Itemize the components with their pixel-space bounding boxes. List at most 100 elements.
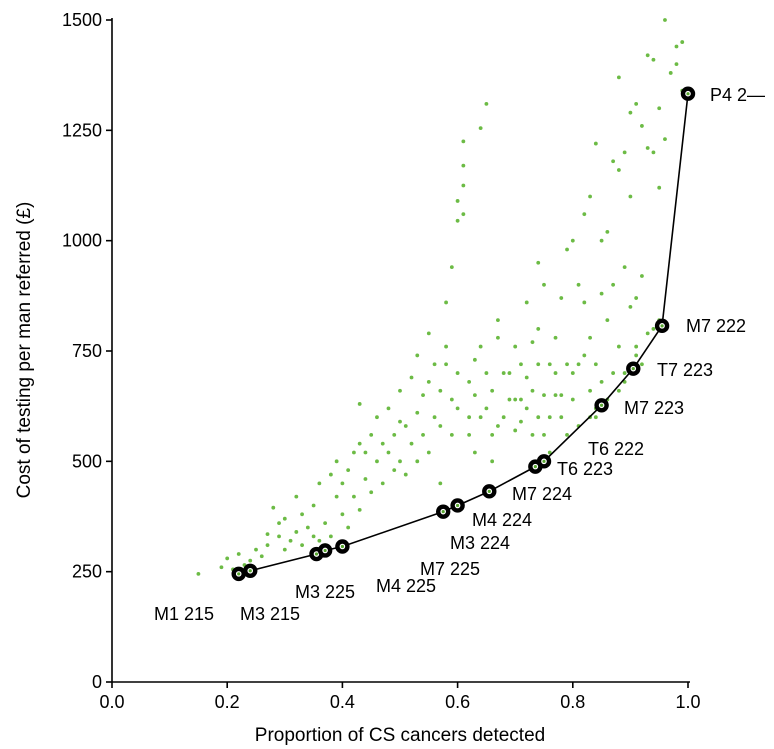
scatter-point-124 <box>536 362 541 367</box>
scatter-point-58 <box>403 424 408 428</box>
scatter-point-178 <box>645 53 650 58</box>
scatter-point-21 <box>300 512 304 517</box>
frontier-point-center-13 <box>660 324 664 328</box>
frontier-point-center-12 <box>631 367 635 371</box>
scatter-point-11 <box>265 532 270 537</box>
scatter-point-22 <box>305 525 310 530</box>
scatter-point-17 <box>288 538 293 543</box>
point-label-3: M3 225 <box>295 582 355 602</box>
scatter-point-135 <box>559 296 564 300</box>
scatter-point-162 <box>611 282 616 287</box>
scatter-point-149 <box>582 353 587 358</box>
scatter-point-165 <box>616 168 621 172</box>
scatter-point-46 <box>375 459 379 464</box>
scatter-point-50 <box>386 450 391 455</box>
scatter-point-148 <box>582 300 587 305</box>
scatter-point-82 <box>455 371 460 375</box>
scatter-point-67 <box>426 379 431 384</box>
scatter-point-116 <box>524 300 529 305</box>
scatter-point-174 <box>634 296 639 300</box>
x-tick-label-4: 0.6 <box>445 692 470 712</box>
scatter-point-59 <box>409 375 414 380</box>
scatter-point-167 <box>622 150 627 155</box>
scatter-point-86 <box>461 183 466 188</box>
point-label-4: M4 225 <box>376 576 436 596</box>
scatter-point-140 <box>565 432 569 437</box>
scatter-point-159 <box>605 229 610 234</box>
scatter-point-192 <box>640 362 644 367</box>
scatter-point-39 <box>357 441 362 446</box>
scatter-point-101 <box>490 388 495 393</box>
scatter-point-43 <box>363 477 368 481</box>
scatter-point-49 <box>380 481 385 486</box>
scatter-point-97 <box>484 101 489 106</box>
scatter-point-54 <box>398 459 402 464</box>
scatter-point-136 <box>559 393 564 398</box>
scatter-point-3 <box>225 556 230 561</box>
point-label-12: T7 223 <box>657 360 713 380</box>
point-label-5: M7 225 <box>420 559 480 579</box>
y-tick-label-6: 1250 <box>62 120 102 140</box>
scatter-point-118 <box>524 406 529 411</box>
scatter-point-15 <box>282 516 287 521</box>
scatter-point-164 <box>616 75 621 80</box>
scatter-point-106 <box>501 371 506 375</box>
point-label-11: M7 223 <box>624 398 684 418</box>
scatter-point-168 <box>622 265 627 270</box>
scatter-point-143 <box>570 397 575 402</box>
scatter-point-94 <box>478 126 483 131</box>
frontier-point-center-7 <box>456 503 460 508</box>
scatter-point-14 <box>277 534 281 539</box>
scatter-point-18 <box>294 530 299 534</box>
scatter-point-125 <box>536 415 541 420</box>
frontier-point-center-11 <box>600 403 604 407</box>
scatter-point-87 <box>461 212 466 217</box>
scatter-point-137 <box>559 415 564 420</box>
frontier-point-center-1 <box>237 572 241 576</box>
scatter-point-175 <box>634 344 639 349</box>
scatter-point-75 <box>444 344 448 349</box>
scatter-point-177 <box>640 274 644 278</box>
scatter-point-5 <box>236 552 241 556</box>
scatter-point-107 <box>501 415 506 420</box>
x-tick-label-5: 0.8 <box>560 692 585 712</box>
scatter-point-70 <box>432 362 437 367</box>
scatter-point-38 <box>352 494 356 499</box>
scatter-point-179 <box>645 146 650 150</box>
scatter-point-161 <box>611 159 616 164</box>
scatter-point-64 <box>421 432 425 437</box>
scatter-point-194 <box>651 327 656 331</box>
scatter-point-181 <box>651 150 656 155</box>
scatter-point-63 <box>415 459 420 464</box>
scatter-point-55 <box>398 419 402 424</box>
scatter-point-19 <box>294 494 299 499</box>
scatter-point-71 <box>438 424 443 428</box>
scatter-point-110 <box>513 344 518 349</box>
scatter-point-92 <box>472 393 477 398</box>
y-tick-label-5: 1000 <box>62 231 102 251</box>
scatter-point-112 <box>513 397 518 402</box>
scatter-point-60 <box>409 441 414 446</box>
scatter-point-170 <box>628 110 633 115</box>
scatter-point-35 <box>346 468 351 473</box>
frontier-point-center-10 <box>542 459 546 463</box>
scatter-point-26 <box>317 481 322 486</box>
scatter-point-131 <box>547 450 552 455</box>
scatter-point-10 <box>265 543 270 548</box>
scatter-point-103 <box>496 335 500 340</box>
scatter-point-184 <box>663 18 667 22</box>
frontier-point-center-9 <box>533 465 537 469</box>
scatter-point-105 <box>496 424 500 428</box>
scatter-point-74 <box>444 362 448 367</box>
frontier-point-center-3 <box>314 552 319 556</box>
scatter-point-83 <box>455 406 460 411</box>
scatter-point-27 <box>323 521 328 526</box>
scatter-point-33 <box>340 512 345 517</box>
scatter-point-126 <box>542 282 546 287</box>
scatter-point-25 <box>317 538 322 543</box>
scatter-point-23 <box>311 534 316 539</box>
x-tick-label-2: 0.2 <box>215 692 240 712</box>
scatter-point-132 <box>553 335 558 340</box>
y-tick-label-3: 500 <box>72 451 102 471</box>
